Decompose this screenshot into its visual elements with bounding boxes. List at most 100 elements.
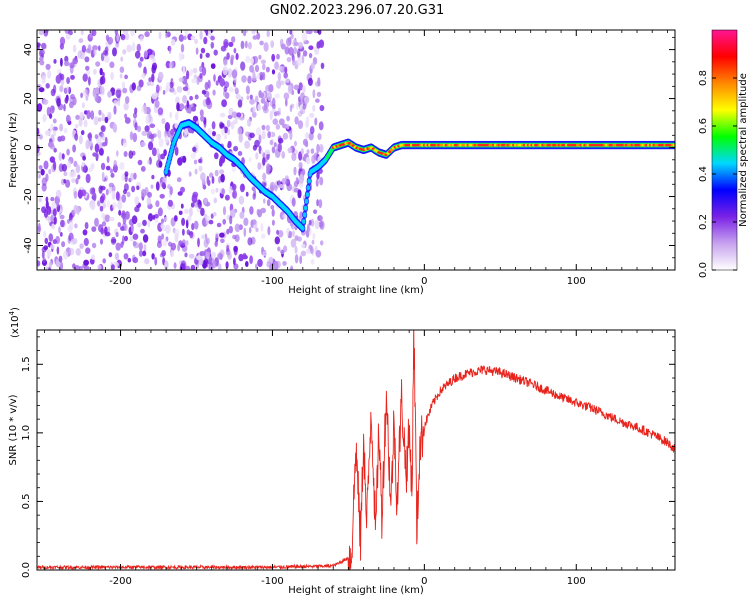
heatmap-noise-cell xyxy=(220,45,226,52)
heatmap-noise-cell xyxy=(210,213,214,219)
heatmap-noise-cell xyxy=(148,141,154,151)
heatmap-noise-cell xyxy=(190,202,195,208)
heatmap-noise-cell xyxy=(37,127,40,135)
heatmap-noise-cell xyxy=(310,62,315,70)
heatmap-noise-cell xyxy=(233,246,238,256)
heatmap-noise-cell xyxy=(290,238,297,248)
heatmap-noise-cell xyxy=(260,59,267,64)
heatmap-noise-cell xyxy=(266,30,270,38)
heatmap-noise-cell xyxy=(216,222,222,228)
heatmap-noise-cell xyxy=(262,172,267,181)
heatmap-noise-cell xyxy=(117,97,121,107)
heatmap-noise-cell xyxy=(98,185,103,194)
heatmap-noise-cell xyxy=(105,188,109,196)
snr-plot-area xyxy=(37,330,675,570)
heatmap-noise-cell xyxy=(182,95,188,104)
heatmap-noise-cell xyxy=(232,189,237,199)
heatmap-noise-cell xyxy=(164,216,168,222)
heatmap-noise-cell xyxy=(175,96,180,105)
heatmap-ridge-core xyxy=(388,150,392,153)
heatmap-noise-cell xyxy=(37,45,40,51)
heatmap-noise-cell xyxy=(66,77,70,84)
heatmap-noise-cell xyxy=(158,31,162,40)
heatmap-noise-cell xyxy=(302,50,308,57)
heatmap-noise-cell xyxy=(261,124,266,131)
heatmap-noise-cell xyxy=(319,215,323,221)
heatmap-noise-cell xyxy=(251,74,257,82)
heatmap-noise-cell xyxy=(49,260,52,269)
x-tick-label: 100 xyxy=(567,276,586,287)
heatmap-noise-cell xyxy=(252,105,256,113)
heatmap-noise-cell xyxy=(227,143,232,149)
heatmap-noise-cell xyxy=(47,69,52,79)
heatmap-noise-cell xyxy=(298,82,303,91)
heatmap-noise-cell xyxy=(52,208,57,217)
heatmap-noise-cell xyxy=(94,143,100,153)
heatmap-noise-cell xyxy=(312,232,316,240)
heatmap-noise-cell xyxy=(235,93,241,100)
heatmap-noise-cell xyxy=(146,81,151,87)
heatmap-noise-cell xyxy=(109,216,115,222)
heatmap-noise-cell xyxy=(91,242,97,249)
heatmap-noise-cell xyxy=(50,196,55,202)
heatmap-noise-cell xyxy=(149,123,156,129)
y-tick-label: 40 xyxy=(23,43,34,56)
heatmap-noise-cell xyxy=(226,119,231,128)
heatmap-noise-cell xyxy=(141,188,147,198)
heatmap-noise-cell xyxy=(248,226,252,234)
heatmap-noise-cell xyxy=(315,98,320,103)
heatmap-noise-cell xyxy=(47,215,51,224)
heatmap-noise-cell xyxy=(85,247,91,254)
heatmap-noise-cell xyxy=(270,40,275,48)
heatmap-noise-cell xyxy=(182,155,187,163)
heatmap-noise-cell xyxy=(91,30,97,37)
heatmap-noise-cell xyxy=(159,193,165,199)
heatmap-noise-cell xyxy=(249,132,255,139)
heatmap-ridge-mid xyxy=(304,198,309,204)
heatmap-noise-cell xyxy=(281,178,288,185)
heatmap-noise-cell xyxy=(267,131,271,139)
heatmap-noise-cell xyxy=(122,87,128,94)
heatmap-noise-cell xyxy=(155,181,160,191)
heatmap-noise-cell xyxy=(51,223,55,230)
heatmap-noise-cell xyxy=(225,92,230,99)
heatmap-noise-cell xyxy=(137,61,142,68)
heatmap-noise-cell xyxy=(174,146,179,156)
heatmap-noise-cell xyxy=(254,64,260,73)
heatmap-noise-cell xyxy=(189,231,194,239)
heatmap-noise-cell xyxy=(319,105,325,112)
heatmap-noise-cell xyxy=(125,96,130,104)
heatmap-noise-cell xyxy=(200,47,206,54)
heatmap-noise-cell xyxy=(189,69,194,77)
heatmap-noise-cell xyxy=(262,105,268,111)
heatmap-noise-cell xyxy=(293,47,298,55)
heatmap-noise-cell xyxy=(43,160,49,170)
heatmap-noise-cell xyxy=(251,30,256,35)
heatmap-noise-cell xyxy=(255,152,259,160)
heatmap-noise-cell xyxy=(53,160,57,171)
heatmap-noise-cell xyxy=(50,214,54,223)
heatmap-noise-cell xyxy=(193,220,199,230)
heatmap-noise-cell xyxy=(260,97,266,104)
heatmap-noise-cell xyxy=(205,251,211,260)
heatmap-noise-cell xyxy=(79,243,84,250)
heatmap-noise-cell xyxy=(58,152,63,161)
heatmap-noise-cell xyxy=(112,164,118,173)
heatmap-noise-cell xyxy=(298,41,303,49)
heatmap-noise-cell xyxy=(294,254,299,264)
heatmap-noise-cell xyxy=(141,72,147,79)
heatmap-noise-cell xyxy=(168,46,172,54)
heatmap-ridge-mid xyxy=(307,178,312,184)
heatmap-noise-cell xyxy=(249,94,253,100)
heatmap-noise-cell xyxy=(254,139,260,148)
heatmap-noise-cell xyxy=(313,209,318,214)
heatmap-noise-cell xyxy=(110,172,115,178)
y-tick-label: 20 xyxy=(23,92,34,105)
heatmap-noise-cell xyxy=(128,150,134,159)
heatmap-noise-cell xyxy=(161,218,164,224)
heatmap-noise-cell xyxy=(90,163,95,170)
heatmap-noise-cell xyxy=(132,257,139,264)
heatmap-noise-cell xyxy=(257,162,262,171)
heatmap-noise-cell xyxy=(108,182,115,188)
